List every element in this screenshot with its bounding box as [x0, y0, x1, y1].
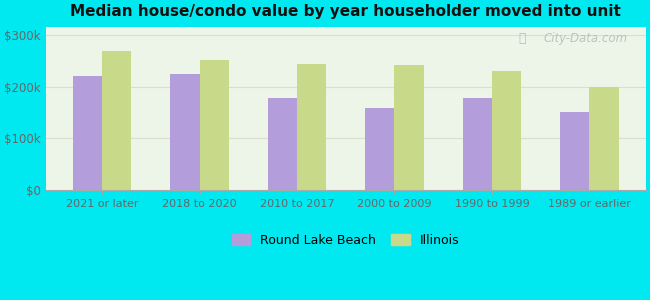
Legend: Round Lake Beach, Illinois: Round Lake Beach, Illinois: [227, 229, 465, 252]
Bar: [170, 74, 200, 190]
Bar: [73, 76, 102, 190]
Text: ⓘ: ⓘ: [518, 32, 526, 45]
Text: City-Data.com: City-Data.com: [543, 32, 628, 45]
Bar: [268, 98, 297, 190]
Bar: [590, 87, 619, 190]
Bar: [395, 65, 424, 190]
Bar: [560, 112, 590, 190]
Bar: [365, 108, 395, 190]
Title: Median house/condo value by year householder moved into unit: Median house/condo value by year househo…: [70, 4, 621, 19]
Bar: [200, 60, 229, 190]
Bar: [102, 50, 131, 190]
Bar: [463, 98, 492, 190]
Bar: [492, 71, 521, 190]
Bar: [297, 64, 326, 190]
